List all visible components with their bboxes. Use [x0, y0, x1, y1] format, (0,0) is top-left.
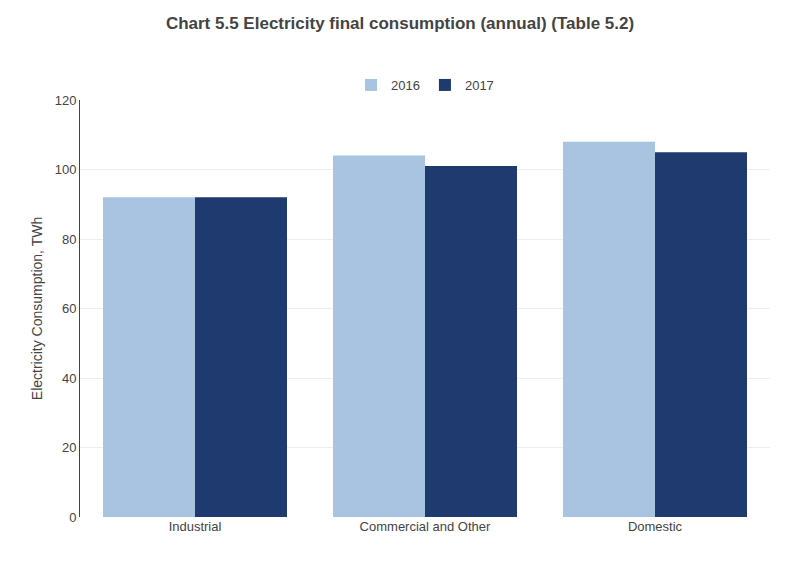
svg-text:Domestic: Domestic [628, 519, 683, 534]
svg-text:40: 40 [62, 371, 76, 386]
svg-text:Industrial: Industrial [169, 519, 222, 534]
svg-text:100: 100 [55, 162, 77, 177]
svg-text:20: 20 [62, 440, 76, 455]
svg-text:0: 0 [69, 510, 76, 525]
svg-text:60: 60 [62, 301, 76, 316]
svg-text:Chart 5.5 Electricity final co: Chart 5.5 Electricity final consumption … [166, 14, 634, 33]
svg-text:2016: 2016 [391, 78, 420, 93]
svg-text:Electricity Consumption, TWh: Electricity Consumption, TWh [29, 217, 45, 400]
svg-text:120: 120 [55, 93, 77, 108]
svg-text:Commercial and Other: Commercial and Other [360, 519, 491, 534]
svg-text:80: 80 [62, 232, 76, 247]
svg-text:2017: 2017 [465, 78, 494, 93]
